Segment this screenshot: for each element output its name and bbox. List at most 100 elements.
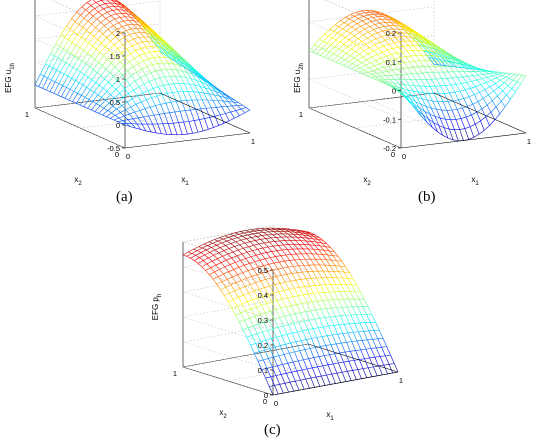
chart-a-mesh-segment: [121, 101, 128, 106]
chart-b-mesh-segment: [356, 41, 363, 46]
chart-a-mesh-segment: [81, 30, 87, 38]
chart-b-mesh-segment: [372, 32, 378, 36]
chart-b-mesh-segment: [447, 60, 454, 67]
chart-c-mesh-segment: [321, 336, 326, 346]
chart-b-mesh-segment: [373, 29, 378, 34]
chart-b-mesh-segment: [435, 53, 439, 55]
chart-b-mesh-segment: [432, 51, 438, 57]
chart-c-mesh-segment: [264, 229, 269, 233]
chart-b-mesh-segment: [482, 98, 488, 106]
chart-a-mesh-segment: [120, 79, 127, 85]
chart-c-z-tick-label: 0.5: [258, 266, 268, 275]
chart-c-mesh-segment: [339, 323, 345, 326]
chart-c-mesh-segment: [277, 364, 283, 366]
chart-a-mesh-segment: [194, 69, 199, 73]
chart-a-mesh-segment: [54, 71, 61, 82]
chart-a-mesh-segment: [85, 63, 90, 67]
chart-c-mesh-segment: [264, 349, 269, 359]
chart-a-mesh-segment: [72, 101, 77, 104]
chart-c-mesh-segment: [270, 309, 276, 312]
chart-a-mesh-segment: [101, 97, 106, 101]
chart-a-mesh-segment: [111, 28, 118, 34]
chart-a-mesh-segment: [66, 42, 73, 52]
chart-c-mesh-segment: [295, 279, 301, 281]
chart-c-mesh-segment: [245, 256, 252, 259]
chart-c-mesh-segment: [315, 308, 322, 311]
chart-a-mesh-segment: [120, 4, 125, 9]
chart-a-mesh-segment: [220, 93, 225, 98]
chart-c-mesh-segment: [251, 276, 256, 283]
chart-a-mesh-segment: [112, 105, 117, 110]
chart-b-mesh-segment: [387, 15, 392, 18]
chart-c-mesh-segment: [229, 290, 235, 294]
chart-b-mesh-segment: [390, 37, 396, 39]
chart-a-mesh-segment: [61, 96, 66, 99]
chart-c-mesh-segment: [321, 242, 326, 247]
chart-c-mesh-segment: [215, 262, 222, 266]
chart-a-mesh-segment: [146, 99, 151, 108]
chart-c-mesh-segment: [268, 358, 273, 368]
chart-b-mesh-segment: [365, 21, 372, 24]
chart-c-mesh-segment: [290, 280, 295, 289]
chart-a-mesh-segment: [126, 75, 132, 81]
chart-b-mesh-segment: [465, 62, 470, 66]
chart-a-mesh-segment: [168, 47, 173, 53]
chart-c-mesh-segment: [268, 262, 275, 265]
chart-b-mesh-segment: [408, 45, 413, 51]
chart-c-mesh-segment: [374, 356, 381, 358]
chart-b-mesh-segment: [460, 116, 467, 119]
chart-b-mesh-segment: [378, 48, 383, 53]
chart-c-mesh-segment: [358, 331, 363, 341]
chart-c-mesh-segment: [303, 265, 308, 272]
chart-a-mesh-segment: [179, 57, 184, 61]
chart-c-mesh-segment: [333, 271, 338, 278]
chart-b-z-tick-label: -0.2: [383, 144, 396, 153]
chart-a-mesh-segment: [110, 94, 115, 99]
chart-c-mesh-segment: [368, 330, 373, 340]
chart-b-mesh-segment: [376, 36, 382, 40]
chart-c-z-tick-label: 0.1: [258, 366, 268, 375]
chart-a-mesh-segment: [117, 9, 122, 14]
chart-a-mesh-segment: [49, 91, 54, 94]
chart-c-mesh-segment: [188, 248, 194, 253]
chart-b-mesh-segment: [365, 41, 372, 45]
chart-b-mesh-segment: [382, 70, 388, 73]
chart-c-mesh-segment: [300, 311, 306, 313]
chart-a-mesh-segment: [158, 46, 163, 50]
chart-a-mesh-segment: [142, 41, 147, 48]
chart-c-mesh-segment: [357, 369, 362, 379]
chart-c-mesh-segment: [294, 350, 300, 353]
chart-a-mesh-segment: [119, 17, 124, 22]
chart-b-mesh-segment: [401, 90, 407, 94]
chart-c-mesh-segment: [231, 305, 238, 309]
chart-b-mesh-segment: [404, 95, 411, 100]
chart-b-mesh-segment: [356, 62, 362, 67]
chart-a-mesh-segment: [151, 32, 157, 37]
chart-c-mesh-segment: [329, 265, 334, 272]
chart-c-mesh-segment: [265, 237, 271, 239]
chart-b-mesh-segment: [348, 39, 353, 43]
chart-c-mesh-segment: [218, 250, 225, 254]
chart-a-mesh-segment: [153, 31, 158, 36]
chart-a-right-floor-edge: [159, 92, 251, 134]
chart-b-mesh-segment: [368, 13, 374, 16]
chart-a-mesh-segment: [87, 76, 93, 81]
chart-c-z-tick-label: 0.3: [258, 316, 268, 325]
chart-b-mesh-segment: [347, 24, 352, 28]
chart-b-mesh-segment: [461, 61, 466, 64]
chart-a-mesh-segment: [79, 97, 86, 106]
chart-b-mesh-segment: [396, 20, 401, 23]
chart-b-mesh-segment: [413, 104, 419, 111]
chart-c-mesh-segment: [238, 294, 244, 298]
chart-b-mesh-segment: [384, 14, 389, 18]
chart-b-mesh-segment: [478, 74, 484, 76]
chart-a-mesh-segment: [148, 114, 155, 117]
chart-c-mesh-segment: [326, 277, 331, 285]
chart-b-mesh-segment: [308, 44, 315, 51]
chart-c-mesh-segment: [340, 315, 345, 325]
chart-b-mesh-segment: [360, 26, 365, 30]
chart-c-mesh-segment: [281, 228, 286, 231]
chart-a-mesh-segment: [153, 115, 158, 125]
chart-b-mesh-segment: [492, 95, 498, 101]
chart-c-mesh-segment: [312, 366, 318, 369]
